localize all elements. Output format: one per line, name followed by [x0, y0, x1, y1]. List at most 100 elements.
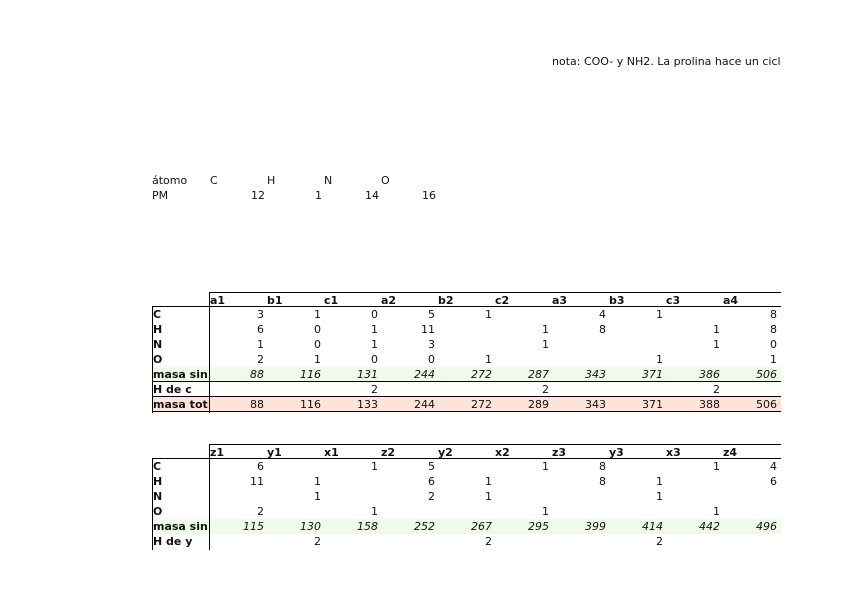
cell: 1 [371, 505, 378, 518]
column-header: c1 [324, 294, 339, 307]
cell: 1 [542, 460, 549, 473]
cell: 1 [713, 460, 720, 473]
row-label: C [153, 308, 162, 321]
column-header: z2 [381, 446, 396, 459]
border [152, 411, 781, 412]
cell: 1 [257, 338, 264, 351]
atom-header: H [267, 174, 276, 187]
row-highlight [153, 367, 781, 382]
cell: 8 [770, 308, 777, 321]
atom-header: átomo [152, 174, 188, 187]
row-label: H [153, 475, 163, 488]
cell: 2 [656, 535, 663, 548]
cell: 2 [542, 383, 549, 396]
row-label: N [153, 338, 163, 351]
cell: 5 [428, 460, 435, 473]
row-highlight [153, 519, 781, 534]
border [209, 444, 210, 550]
cell: 506 [756, 368, 777, 381]
cell: 1 [314, 353, 321, 366]
cell: 1 [314, 475, 321, 488]
column-header: a4 [723, 294, 739, 307]
cell: 289 [528, 398, 549, 411]
cell: 272 [471, 398, 492, 411]
cell: 1 [542, 505, 549, 518]
cell: 1 [713, 338, 720, 351]
cell: 6 [257, 323, 264, 336]
cell: 267 [471, 520, 492, 533]
cell: 244 [414, 368, 435, 381]
cell: 11 [421, 323, 435, 336]
cell: 1 [713, 323, 720, 336]
cell: 1 [485, 490, 492, 503]
row-label: O [153, 353, 163, 366]
cell: 8 [599, 460, 606, 473]
cell: 371 [642, 398, 663, 411]
row-label: H de y [153, 535, 193, 548]
cell: 116 [300, 368, 321, 381]
cell: 8 [599, 323, 606, 336]
column-header: x2 [495, 446, 510, 459]
row-label: masa tot [153, 398, 208, 411]
cell: 6 [257, 460, 264, 473]
row-label: masa sin [153, 520, 208, 533]
cell: 2 [257, 353, 264, 366]
column-header: x1 [324, 446, 339, 459]
cell: 1 [314, 490, 321, 503]
pm-value: 16 [422, 189, 436, 202]
border [152, 306, 781, 307]
cell: 3 [257, 308, 264, 321]
atom-header: N [324, 174, 333, 187]
column-header: a3 [552, 294, 568, 307]
column-header: z4 [723, 446, 738, 459]
border [209, 292, 210, 413]
cell: 4 [599, 308, 606, 321]
pm-value: 12 [251, 189, 265, 202]
cell: 2 [257, 505, 264, 518]
column-header: c3 [666, 294, 681, 307]
cell: 1 [656, 353, 663, 366]
cell: 2 [485, 535, 492, 548]
atom-header: C [210, 174, 218, 187]
cell: 272 [471, 368, 492, 381]
cell: 1 [485, 308, 492, 321]
cell: 1 [485, 475, 492, 488]
border [152, 396, 781, 397]
cell: 399 [585, 520, 606, 533]
cell: 1 [314, 308, 321, 321]
cell: 442 [699, 520, 720, 533]
cell: 244 [414, 398, 435, 411]
row-highlight [153, 397, 781, 412]
row-label: C [153, 460, 162, 473]
row-label: O [153, 505, 163, 518]
column-header: y3 [609, 446, 624, 459]
cell: 343 [585, 398, 606, 411]
cell: 88 [250, 398, 264, 411]
column-header: z1 [210, 446, 225, 459]
column-header: y2 [438, 446, 453, 459]
pm-value: 1 [315, 189, 322, 202]
cell: 2 [314, 535, 321, 548]
cell: 2 [371, 383, 378, 396]
border [152, 458, 781, 459]
border [152, 381, 781, 382]
column-header: b3 [609, 294, 625, 307]
cell: 0 [314, 323, 321, 336]
cell: 1 [542, 338, 549, 351]
row-label: H de c [153, 383, 192, 396]
cell: 2 [428, 490, 435, 503]
border [209, 292, 781, 293]
cell: 0 [314, 338, 321, 351]
cell: 133 [357, 398, 378, 411]
cell: 1 [656, 490, 663, 503]
border [152, 306, 153, 413]
cell: 386 [699, 368, 720, 381]
column-header: x3 [666, 446, 681, 459]
cell: 1 [656, 308, 663, 321]
cell: 1 [485, 353, 492, 366]
note: nota: COO- y NH2. La prolina hace un cic… [552, 55, 781, 68]
cell: 8 [599, 475, 606, 488]
column-header: c2 [495, 294, 510, 307]
cell: 0 [371, 308, 378, 321]
cell: 0 [770, 338, 777, 351]
